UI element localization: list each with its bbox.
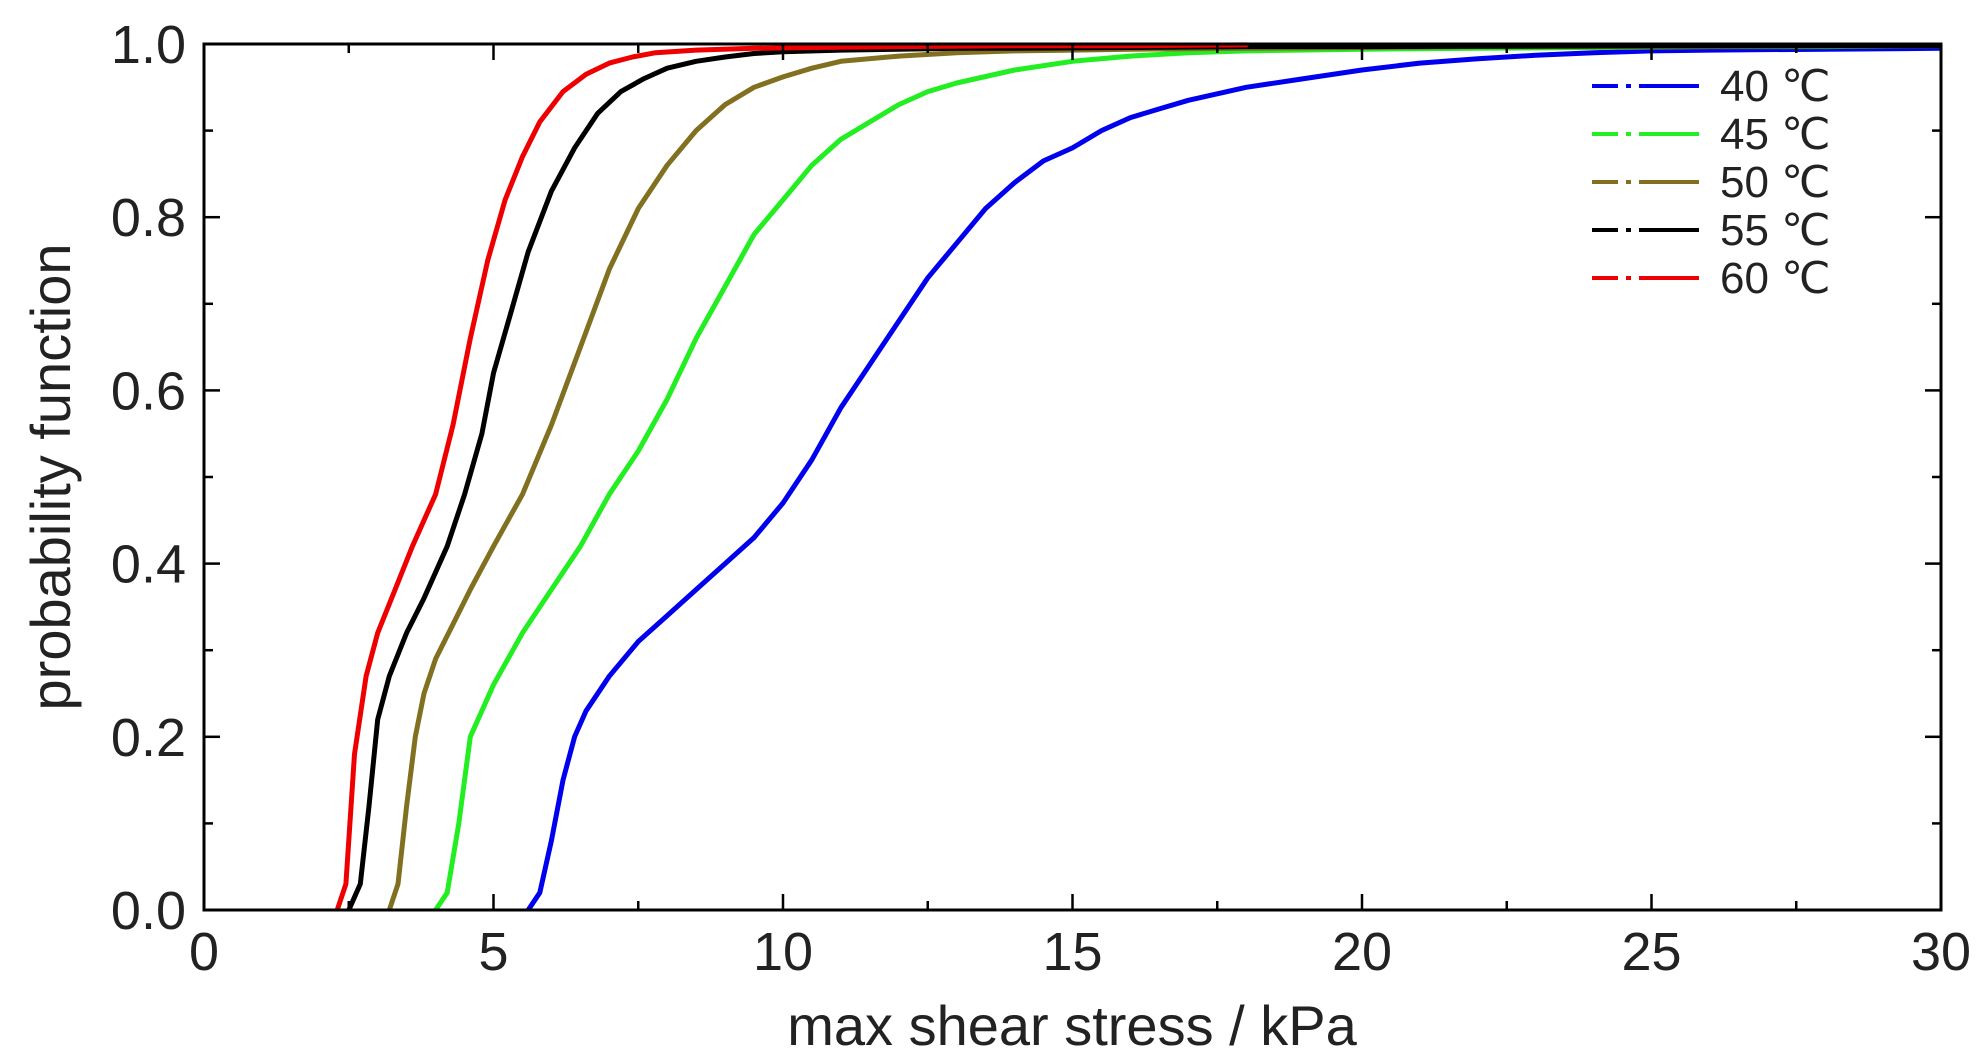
legend-label: 45 ℃ [1720, 110, 1831, 159]
y-tick-label: 0.0 [111, 881, 186, 941]
x-tick-label: 10 [753, 922, 813, 982]
legend-entry: 45 ℃ [1592, 110, 1831, 159]
legend: 40 ℃45 ℃50 ℃55 ℃60 ℃ [1592, 62, 1831, 303]
legend-label: 50 ℃ [1720, 158, 1831, 207]
legend-label: 40 ℃ [1720, 62, 1831, 111]
legend-entry: 55 ℃ [1592, 206, 1831, 255]
legend-entry: 60 ℃ [1592, 254, 1831, 303]
x-tick-label: 0 [189, 922, 219, 982]
x-tick-label: 25 [1621, 922, 1681, 982]
legend-label: 55 ℃ [1720, 206, 1831, 255]
tick-labels-layer: 0 5 10 15 20 25 30 0.0 0.2 0.4 0.6 0.8 1.0 [111, 15, 1971, 982]
y-tick-label: 0.4 [111, 535, 186, 595]
x-tick-label: 15 [1042, 922, 1102, 982]
x-axis-label: max shear stress / kPa [787, 994, 1357, 1057]
legend-entry: 40 ℃ [1592, 62, 1831, 111]
legend-label: 60 ℃ [1720, 254, 1831, 303]
series-line-0 [525, 45, 1941, 910]
x-tick-label: 20 [1332, 922, 1392, 982]
series-line-3 [346, 43, 1941, 910]
x-tick-label: 5 [478, 922, 508, 982]
y-tick-label: 0.8 [111, 188, 186, 248]
legend-entry: 50 ℃ [1592, 158, 1831, 207]
ticks-layer [202, 42, 1943, 912]
series-layer [334, 42, 1941, 910]
x-tick-label: 30 [1911, 922, 1971, 982]
y-axis-label: probability function [19, 244, 82, 711]
series-line-4 [334, 42, 1249, 910]
y-tick-label: 0.2 [111, 708, 186, 768]
y-tick-label: 1.0 [111, 15, 186, 75]
y-tick-label: 0.6 [111, 361, 186, 421]
